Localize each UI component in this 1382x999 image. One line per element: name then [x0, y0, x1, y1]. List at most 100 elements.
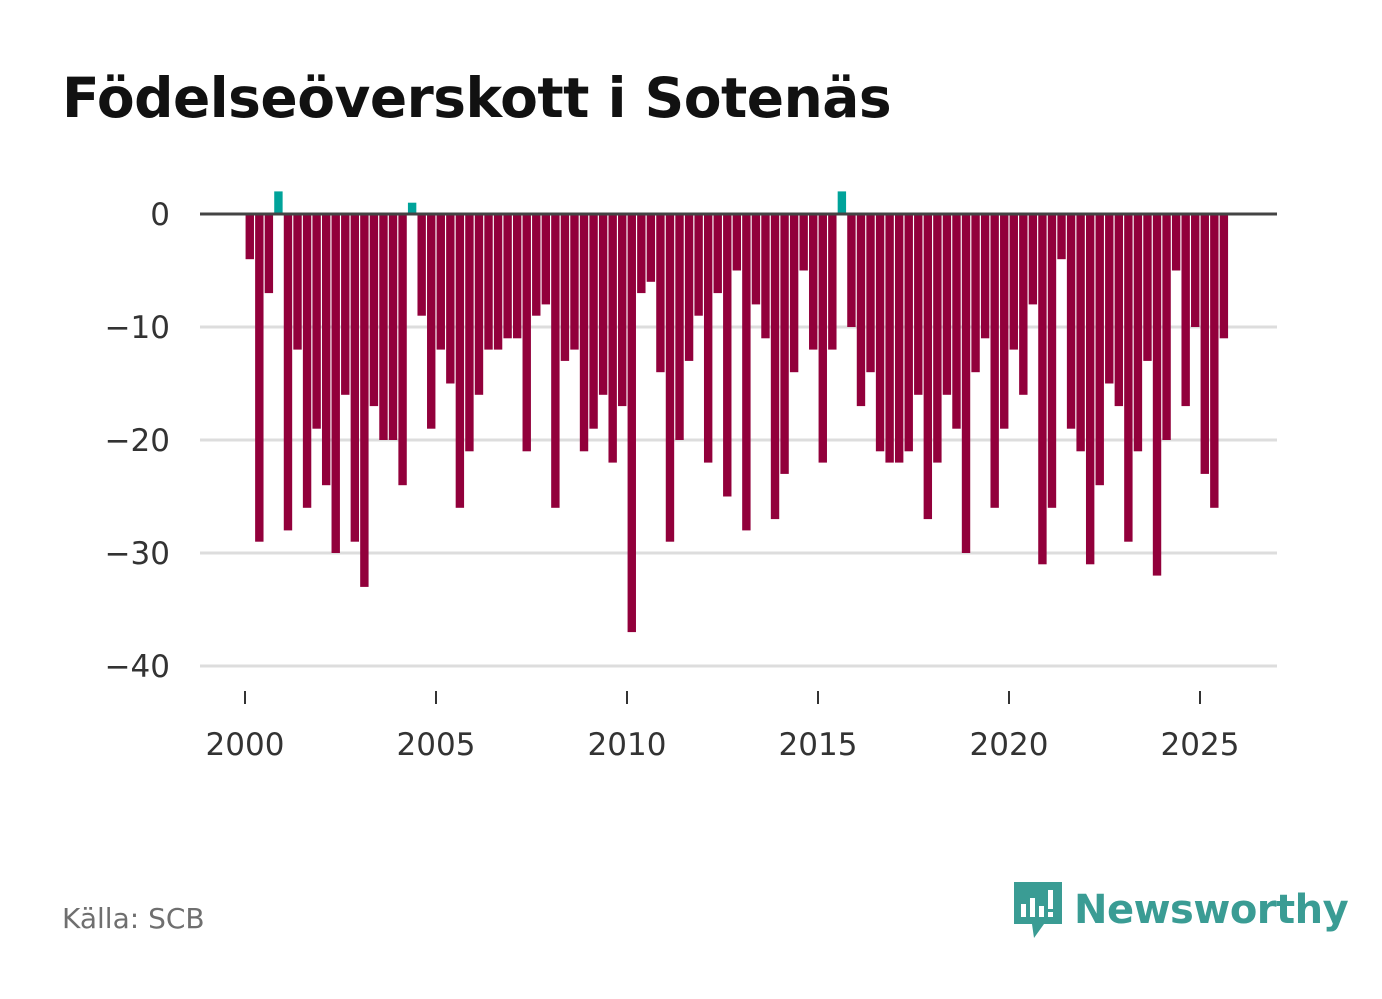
bar: [1219, 214, 1229, 339]
bar: [245, 214, 254, 260]
bar: [637, 214, 646, 294]
bar: [914, 214, 923, 395]
bar: [703, 214, 713, 463]
bar: [961, 214, 971, 553]
x-tick-label: 2020: [970, 727, 1049, 763]
bar: [484, 214, 493, 350]
bar: [369, 214, 379, 407]
bar: [427, 214, 436, 429]
bar: [780, 214, 789, 474]
bar: [980, 214, 990, 339]
newsworthy-logo-icon: [1014, 882, 1062, 938]
bar: [1152, 214, 1162, 576]
bar-chart: 0 −10 −20 −30 −40 2000 2005 2010 2015 2020 2025: [105, 191, 1277, 763]
y-tick-label: −30: [105, 536, 170, 572]
bar: [828, 214, 837, 350]
bar: [1133, 214, 1143, 452]
bar: [579, 214, 589, 452]
bar: [723, 214, 732, 497]
bar: [379, 214, 388, 440]
bar: [283, 214, 293, 531]
bar: [789, 214, 799, 373]
brand-name: Newsworthy: [1074, 887, 1349, 933]
bar: [1085, 214, 1095, 565]
bar: [398, 214, 407, 486]
bar: [751, 214, 761, 305]
bar: [1076, 214, 1085, 452]
x-tick-label: 2025: [1161, 727, 1240, 763]
bar: [293, 214, 302, 350]
bar: [312, 214, 321, 429]
bar: [627, 214, 636, 633]
bar: [474, 214, 484, 395]
bar: [551, 214, 560, 508]
bar: [493, 214, 503, 350]
bar: [971, 214, 980, 373]
x-tick-label: 2005: [397, 727, 476, 763]
bar: [436, 214, 445, 350]
bar: [1038, 214, 1047, 565]
bar: [1057, 214, 1066, 260]
bar: [321, 214, 331, 486]
bar: [656, 214, 665, 373]
bar: [1191, 214, 1200, 327]
bar: [341, 214, 350, 395]
bar: [532, 214, 541, 316]
bar: [675, 214, 684, 440]
bar: [255, 214, 264, 542]
bar: [589, 214, 598, 429]
bar: [1047, 214, 1057, 508]
bar: [933, 214, 942, 463]
bar: [1009, 214, 1018, 350]
x-tick-label: 2000: [206, 727, 285, 763]
bar: [732, 214, 742, 271]
bar: [742, 214, 751, 531]
bar: [665, 214, 675, 542]
bar: [646, 214, 656, 282]
bar: [618, 214, 627, 407]
bar: [885, 214, 894, 463]
bar: [894, 214, 904, 463]
bar: [264, 214, 274, 294]
bar: [875, 214, 885, 452]
bar: [522, 214, 531, 452]
bar: [856, 214, 866, 407]
x-tick-label: 2015: [779, 727, 858, 763]
chart-title: Födelseöverskott i Sotenäs: [62, 66, 892, 130]
bar: [1162, 214, 1171, 440]
newsworthy-logo: Newsworthy: [1012, 880, 1349, 940]
bar: [503, 214, 512, 339]
bar: [407, 202, 417, 214]
bar: [465, 214, 474, 452]
bar: [1095, 214, 1104, 486]
bar: [1143, 214, 1152, 361]
bar: [847, 214, 856, 327]
y-tick-label: −10: [105, 310, 170, 346]
bar: [1171, 214, 1181, 271]
bar: [560, 214, 570, 361]
bar: [942, 214, 952, 395]
bar: [770, 214, 780, 520]
bar: [1000, 214, 1009, 429]
bar: [923, 214, 933, 520]
bar: [818, 214, 827, 463]
bar: [417, 214, 426, 316]
bar: [952, 214, 961, 429]
bar: [1019, 214, 1028, 395]
bar: [1105, 214, 1114, 384]
bar: [388, 214, 398, 440]
bar: [990, 214, 999, 508]
bar: [713, 214, 722, 294]
y-tick-label: −40: [105, 649, 170, 685]
bar: [302, 214, 312, 508]
bar: [350, 214, 360, 542]
bar: [608, 214, 617, 463]
bar: [1181, 214, 1190, 407]
x-tick-label: 2010: [588, 727, 667, 763]
bar: [761, 214, 770, 339]
bar: [360, 214, 369, 587]
bar: [684, 214, 694, 361]
bar: [866, 214, 875, 373]
bar: [512, 214, 522, 339]
bar: [799, 214, 808, 271]
